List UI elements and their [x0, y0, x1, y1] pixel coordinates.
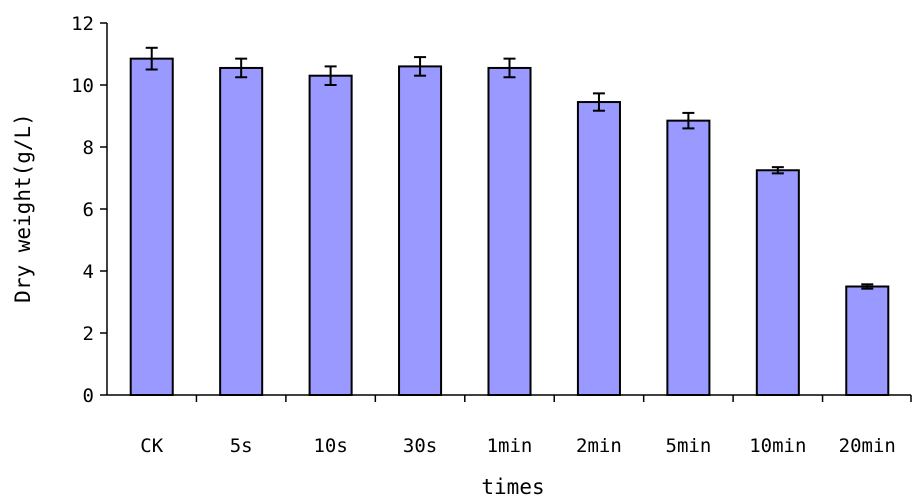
y-tick-label: 6 — [83, 199, 94, 221]
x-tick-label: 10min — [749, 435, 806, 457]
x-tick-label: CK — [140, 435, 163, 457]
x-tick-label: 30s — [403, 435, 437, 457]
y-tick-label: 4 — [83, 261, 94, 283]
y-tick-label: 12 — [71, 13, 94, 35]
y-tick-label: 8 — [83, 137, 94, 159]
x-tick-label: 1min — [487, 435, 533, 457]
bar — [398, 65, 443, 397]
x-tick-label: 10s — [313, 435, 347, 457]
x-tick-label: 20min — [839, 435, 896, 457]
x-tick-label: 2min — [576, 435, 622, 457]
y-tick-label: 0 — [83, 385, 94, 407]
bar — [219, 66, 264, 396]
bar — [845, 285, 890, 396]
bars-layer — [129, 46, 890, 397]
bar — [487, 66, 532, 396]
x-tick-label: 5min — [666, 435, 712, 457]
bar — [129, 57, 174, 397]
bar — [755, 169, 800, 396]
bar — [576, 101, 621, 397]
ticks-layer: 0 2 4 6 8 10 12 CK 5s 10s 30s 1min 2min 5min 10min 20mi… — [71, 13, 912, 457]
y-axis-title: Dry weight(g/L) — [11, 113, 35, 303]
x-tick-label: 5s — [230, 435, 253, 457]
y-tick-label: 10 — [71, 75, 94, 97]
bar — [308, 74, 353, 396]
x-axis-title: times — [481, 475, 544, 499]
bar — [666, 119, 711, 397]
y-tick-label: 2 — [83, 323, 94, 345]
